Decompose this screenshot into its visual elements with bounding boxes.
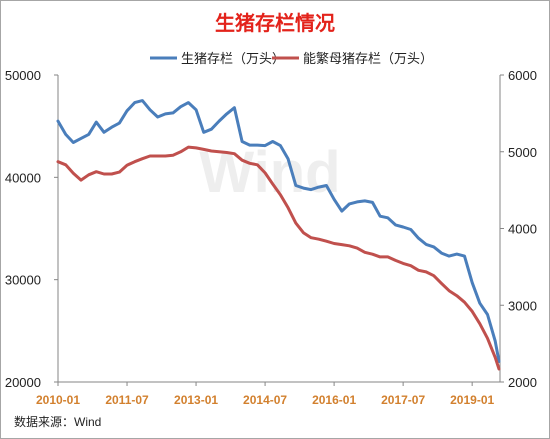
right-tick-label: 3000 bbox=[508, 298, 537, 313]
series-line-sow bbox=[56, 145, 501, 371]
left-tick-label: 30000 bbox=[5, 273, 41, 288]
left-tick-label: 40000 bbox=[5, 170, 41, 185]
right-tick-label: 4000 bbox=[508, 222, 537, 237]
x-tick-label: 2019-01 bbox=[450, 393, 494, 407]
chart-title: 生猪存栏情况 bbox=[215, 11, 335, 35]
series-line-hog bbox=[56, 99, 501, 363]
right-tick-label: 2000 bbox=[508, 375, 537, 390]
right-tick-label: 5000 bbox=[508, 145, 537, 160]
legend-label-sow: 能繁母猪存栏（万头） bbox=[303, 51, 433, 66]
x-tick-label: 2017-07 bbox=[381, 393, 425, 407]
plot-area bbox=[56, 99, 501, 371]
x-tick-label: 2011-07 bbox=[105, 393, 149, 407]
legend-label-hog: 生猪存栏（万头） bbox=[181, 51, 285, 66]
x-tick-label: 2013-01 bbox=[174, 393, 218, 407]
left-tick-label: 20000 bbox=[5, 375, 41, 390]
x-tick-label: 2014-07 bbox=[243, 393, 287, 407]
source-note: 数据来源：Wind bbox=[14, 414, 101, 429]
legend: 生猪存栏（万头） 能繁母猪存栏（万头） bbox=[150, 51, 433, 66]
axes bbox=[54, 74, 504, 386]
left-tick-label: 50000 bbox=[5, 68, 41, 83]
right-tick-label: 6000 bbox=[508, 68, 537, 83]
tick-labels: 20000 30000 40000 50000 2000 3000 4000 5000 6000… bbox=[5, 68, 537, 407]
x-tick-label: 2016-01 bbox=[312, 393, 356, 407]
x-tick-label: 2010-01 bbox=[36, 393, 80, 407]
watermark: Wind bbox=[199, 140, 340, 205]
